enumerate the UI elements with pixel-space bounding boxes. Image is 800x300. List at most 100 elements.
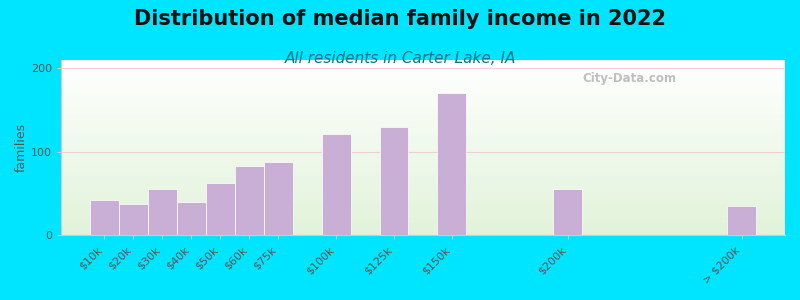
Bar [61,124,785,125]
Bar [61,157,785,158]
Bar [61,192,785,193]
Bar [61,113,785,114]
Bar [61,170,785,171]
Bar [61,225,785,226]
Bar [61,156,785,157]
Bar [61,223,785,224]
Bar [61,93,785,94]
Bar [554,190,582,236]
Bar [61,205,785,206]
Bar [61,145,785,146]
Bar [61,100,785,101]
Bar [61,82,785,83]
Bar [61,234,785,235]
Bar [61,140,785,141]
Bar [61,106,785,107]
Bar [61,63,785,64]
Bar [61,102,785,103]
Bar [61,97,785,98]
Bar [61,79,785,80]
Bar [61,138,785,139]
Bar [727,206,756,236]
Bar [61,125,785,126]
Bar [61,150,785,151]
Bar [61,144,785,145]
Bar [61,74,785,75]
Bar [61,194,785,195]
Bar [61,60,785,61]
Bar [61,216,785,217]
Bar [61,165,785,166]
Bar [61,221,785,222]
Bar [61,108,785,109]
Bar [61,78,785,79]
Bar [206,183,234,236]
Bar [61,62,785,63]
Bar [61,200,785,201]
Bar [61,166,785,167]
Bar [61,103,785,104]
Bar [61,224,785,225]
Bar [61,227,785,228]
Bar [61,197,785,198]
Bar [61,146,785,147]
Bar [61,148,785,149]
Y-axis label: families: families [15,123,28,172]
Bar [61,159,785,160]
Bar [61,193,785,194]
Bar [61,168,785,169]
Bar [61,167,785,168]
Bar [61,132,785,133]
Bar [61,96,785,97]
Bar [61,177,785,178]
Bar [61,114,785,115]
Bar [61,204,785,205]
Bar [61,128,785,129]
Bar [61,210,785,211]
Bar [61,173,785,174]
Bar [61,101,785,102]
Bar [61,122,785,123]
Bar [61,207,785,208]
Bar [264,162,293,236]
Bar [61,66,785,67]
Bar [61,142,785,143]
Bar [61,80,785,81]
Bar [61,104,785,105]
Bar [61,133,785,134]
Bar [61,176,785,177]
Bar [61,164,785,165]
Bar [61,112,785,113]
Bar [61,226,785,227]
Bar [61,69,785,70]
Bar [61,199,785,200]
Bar [61,67,785,68]
Bar [61,85,785,86]
Bar [61,231,785,232]
Bar [61,202,785,203]
Bar [61,188,785,189]
Bar [61,118,785,119]
Bar [61,232,785,233]
Bar [61,61,785,62]
Bar [61,94,785,95]
Bar [61,174,785,175]
Bar [61,107,785,108]
Bar [61,91,785,92]
Bar [61,213,785,214]
Bar [61,208,785,209]
Bar [61,130,785,131]
Bar [61,65,785,66]
Bar [61,81,785,82]
Bar [61,153,785,154]
Bar [61,186,785,187]
Bar [61,95,785,96]
Text: Distribution of median family income in 2022: Distribution of median family income in … [134,9,666,29]
Bar [61,169,785,170]
Bar [61,175,785,176]
Bar [61,89,785,90]
Bar [61,209,785,210]
Bar [61,201,785,202]
Bar [61,162,785,163]
Bar [61,206,785,207]
